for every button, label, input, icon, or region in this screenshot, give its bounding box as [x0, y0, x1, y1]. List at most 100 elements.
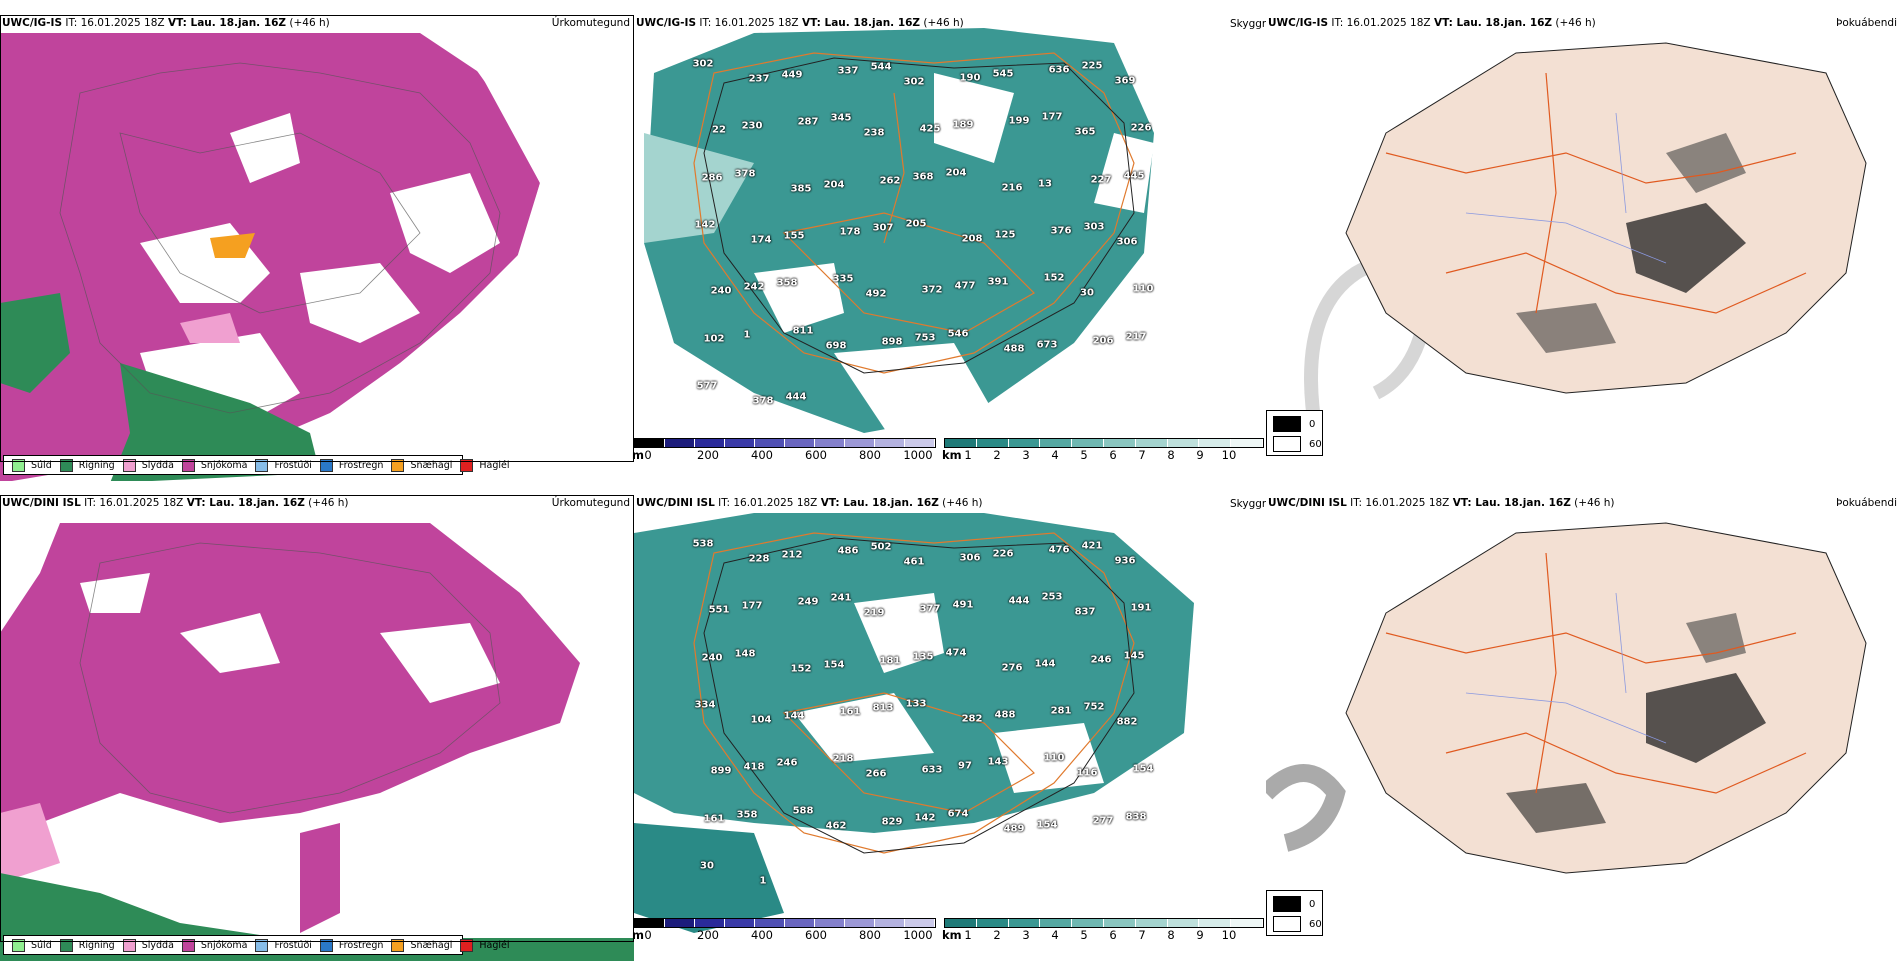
cloudbase-height-label: 752 — [1084, 702, 1105, 713]
cloudbase-height-label: 177 — [742, 601, 763, 612]
cloudbase-height-label: 474 — [946, 647, 967, 658]
cloudbase-height-label: 199 — [1009, 116, 1030, 127]
colorbar-segment — [1231, 919, 1263, 927]
cloudbase-height-label: 334 — [695, 700, 716, 711]
panel-title: Skyggni — [1230, 498, 1268, 510]
cloudbase-height-label: 226 — [993, 549, 1014, 560]
cloudbase-height-label: 206 — [1093, 335, 1114, 346]
colorbar-segment — [755, 439, 785, 447]
cloudbase-height-label: 110 — [1044, 753, 1065, 764]
colorbar-segment — [1009, 919, 1041, 927]
fog-index-legend-top: 0 60 — [1266, 410, 1323, 456]
cloudbase-height-label: 204 — [946, 167, 967, 178]
cloudbase-height-label: 152 — [1044, 273, 1065, 284]
fog-index-panel-bottom: UWC/DINI ISL IT: 16.01.2025 18Z VT: Lau.… — [1266, 493, 1900, 961]
cloudbase-height-label: 110 — [1133, 284, 1154, 295]
cloudbase-height-label: 217 — [1126, 331, 1147, 342]
panel-title: Úrkomutegund — [552, 497, 630, 509]
colorbar-segment — [695, 439, 725, 447]
cloudbase-height-label: 286 — [702, 172, 723, 183]
colorbar-segment — [1040, 919, 1072, 927]
cloudbase-height-label: 237 — [749, 74, 770, 85]
colorbar-segment — [875, 439, 905, 447]
cloudbase-height-label: 461 — [904, 557, 925, 568]
cloudbase-height-label: 1 — [760, 876, 767, 887]
cloudbase-height-label: 544 — [871, 62, 892, 73]
cloudbase-height-label: 378 — [753, 396, 774, 407]
cloudbase-height-label: 633 — [922, 765, 943, 776]
cloudbase-height-label: 376 — [1051, 226, 1072, 237]
cloudbase-height-label: 249 — [798, 597, 819, 608]
cloudbase-height-label: 161 — [840, 707, 861, 718]
cloudbase-height-label: 502 — [871, 542, 892, 553]
cloudbase-height-label: 30 — [1080, 288, 1094, 299]
panel-title: Þokuábendi — [1836, 17, 1897, 29]
cloudbase-height-label: 191 — [1131, 603, 1152, 614]
cloudbase-height-label: 673 — [1037, 339, 1058, 350]
swatch-fog-0 — [1273, 896, 1301, 912]
cloudbase-height-label: 372 — [922, 285, 943, 296]
cloudbase-height-label: 246 — [777, 758, 798, 769]
cloudbase-height-label: 444 — [1009, 596, 1030, 607]
cloudbase-height-label: 116 — [1077, 768, 1098, 779]
cloudbase-height-label: 477 — [955, 281, 976, 292]
swatch-snow — [182, 459, 195, 472]
colorbar-segment — [845, 439, 875, 447]
legend-item: Snæhagl — [391, 459, 452, 472]
cloudbase-height-label: 837 — [1075, 607, 1096, 618]
cloudbase-height-label: 145 — [1124, 650, 1145, 661]
cloudbase-height-label: 102 — [704, 333, 725, 344]
cloudbase-height-label: 161 — [704, 813, 725, 824]
cloudbase-height-label: 144 — [784, 711, 805, 722]
cloudbase-height-label: 208 — [962, 234, 983, 245]
cloudbase-height-label: 882 — [1117, 717, 1138, 728]
colorbar-segment — [1072, 439, 1104, 447]
legend-item: Frostregn — [320, 459, 384, 472]
cloudbase-height-label: 238 — [864, 128, 885, 139]
cloudbase-height-label: 811 — [793, 325, 814, 336]
panel-title: Þokuábendi — [1836, 497, 1897, 509]
precip-type-panel-top: UWC/IG-IS IT: 16.01.2025 18Z VT: Lau. 18… — [0, 13, 634, 481]
colorbar-segment — [1040, 439, 1072, 447]
cloudbase-height-label: 462 — [826, 820, 847, 831]
cloudbase-height-label: 189 — [953, 120, 974, 131]
precip-type-map-bottom — [0, 493, 634, 961]
cloudbase-height-label: 230 — [742, 121, 763, 132]
colorbar-segment — [977, 919, 1009, 927]
cloudbase-height-label: 190 — [960, 73, 981, 84]
cloudbase-height-label: 302 — [693, 59, 714, 70]
panel-header: UWC/DINI ISL IT: 16.01.2025 18Z VT: Lau.… — [636, 497, 983, 509]
cloudbase-height-label: 282 — [962, 714, 983, 725]
cloudbase-height-label: 303 — [1084, 222, 1105, 233]
cloudbase-height-label: 181 — [880, 655, 901, 666]
cloudbase-height-label: 449 — [782, 70, 803, 81]
swatch-fog-0 — [1273, 416, 1301, 432]
cloudbase-height-label: 307 — [873, 223, 894, 234]
cloudbase-height-label: 205 — [906, 219, 927, 230]
cloudbase-height-label: 281 — [1051, 706, 1072, 717]
cloudbase-height-label: 240 — [711, 286, 732, 297]
colorbar-segment — [1168, 919, 1200, 927]
cloudbase-height-label: 898 — [882, 336, 903, 347]
colorbar-segment — [875, 919, 905, 927]
swatch-freezing-drizzle — [255, 459, 268, 472]
cloudbase-height-label: 228 — [749, 554, 770, 565]
colorbar-segment — [905, 919, 935, 927]
legend-item: Snjókoma — [182, 459, 248, 472]
panel-title: Skyggni — [1230, 18, 1268, 30]
colorbar-segment — [1136, 919, 1168, 927]
cloudbase-height-label: 135 — [913, 651, 934, 662]
precip-type-legend: Súld Rigning Slydda Snjókoma Frostúði Fr… — [3, 455, 463, 475]
cloudbase-height-label: 421 — [1082, 541, 1103, 552]
precip-type-legend: Súld Rigning Slydda Snjókoma Frostúði Fr… — [3, 935, 463, 955]
legend-item: Haglél — [460, 459, 509, 472]
cloudbase-visibility-map-bottom — [634, 493, 1268, 961]
swatch-fog-60 — [1273, 436, 1301, 452]
fog-index-map-top — [1266, 13, 1900, 481]
colorbar-segment — [665, 919, 695, 927]
colorbar-segment — [845, 919, 875, 927]
cloudbase-height-label: 488 — [995, 710, 1016, 721]
cloudbase-height-label: 227 — [1091, 174, 1112, 185]
cloudbase-height-label: 588 — [793, 805, 814, 816]
cloudbase-height-label: 212 — [782, 550, 803, 561]
